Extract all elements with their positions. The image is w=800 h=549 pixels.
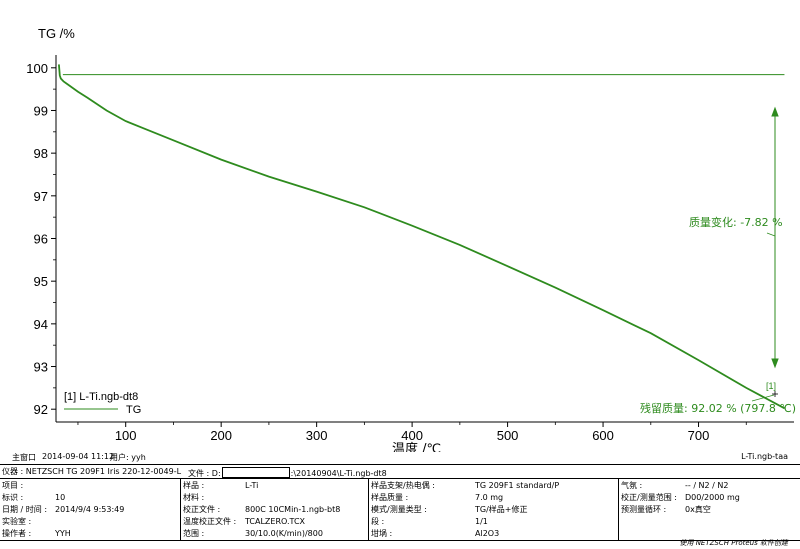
y-ticks: 92 93 94 95 96 97 98 99 100 <box>26 61 56 417</box>
y-tick-label: 100 <box>26 61 48 76</box>
residual-marker <box>772 391 778 397</box>
meta-value: TCALZERO.TCX <box>245 517 306 526</box>
info-file-tag: L-Ti.ngb-taa <box>741 452 788 461</box>
meta-header-divider <box>0 478 800 479</box>
meta-value: 800C 10CMin-1.ngb-bt8 <box>245 505 341 514</box>
x-tick-label: 600 <box>592 428 614 443</box>
info-window-label: 主窗口 <box>12 453 36 462</box>
y-tick-label: 96 <box>34 232 48 247</box>
meta-label: 范围 : <box>183 529 205 538</box>
residual-mass-annotation: 残留质量: 92.02 % (797.8 ℃) <box>640 401 796 415</box>
series-line-tg <box>58 64 785 410</box>
meta-value: TG/样品+修正 <box>475 505 528 514</box>
instrument-label: 仪器 : NETZSCH TG 209F1 Iris 220-12-0049-L <box>2 467 182 476</box>
x-tick-label: 400 <box>401 428 423 443</box>
y-axis-label: TG /% <box>38 26 75 41</box>
meta-label: 校正/测量范围 : <box>621 493 677 502</box>
meta-label: 操作者 : <box>2 529 32 538</box>
meta-label: 样品质量 : <box>371 493 409 502</box>
tg-chart: TG /% 92 93 94 95 96 97 98 99 100 100 200 300 400 50… <box>26 26 796 452</box>
file-path: :\20140904\L-Ti.ngb-dt8 <box>290 469 387 478</box>
meta-label: 标识 : <box>2 493 24 502</box>
mass-change-annotation: 质量变化: -7.82 % <box>689 215 783 229</box>
y-tick-label: 98 <box>34 146 48 161</box>
meta-value: TG 209F1 standard/P <box>475 481 560 490</box>
curve-marker-label: [1] <box>766 381 776 391</box>
meta-value: Al2O3 <box>475 529 500 538</box>
legend-entry-tg: TG <box>126 404 141 416</box>
x-tick-label: 500 <box>497 428 519 443</box>
meta-value: 0x真空 <box>685 505 711 514</box>
meta-label: 材料 : <box>183 493 205 502</box>
meta-label: 预测量循环 : <box>621 505 667 514</box>
col-divider-3 <box>618 478 619 540</box>
col-divider-2 <box>368 478 369 540</box>
mass-change-arrow <box>766 106 779 369</box>
meta-label: 日期 / 时间 : <box>2 505 48 514</box>
meta-label: 模式/测量类型 : <box>371 505 427 514</box>
y-tick-label: 94 <box>34 317 48 332</box>
y-tick-label: 92 <box>34 402 48 417</box>
x-axis-label: 温度 /℃ <box>392 441 441 452</box>
meta-value: 2014/9/4 9:53:49 <box>55 505 125 514</box>
y-tick-label: 95 <box>34 274 48 289</box>
x-ticks: 100 200 300 400 500 600 700 <box>77 422 747 443</box>
redacted-path-box <box>221 467 290 478</box>
meta-label: 气氛 : <box>621 481 643 490</box>
y-tick-label: 97 <box>34 189 48 204</box>
meta-value: L-Ti <box>245 481 259 490</box>
y-tick-label: 93 <box>34 360 48 375</box>
legend-title: [1] L-Ti.ngb-dt8 <box>64 391 138 403</box>
meta-value: YYH <box>55 529 71 538</box>
metadata-table: 仪器 : NETZSCH TG 209F1 Iris 220-12-0049-L… <box>0 464 800 549</box>
meta-value: 1/1 <box>475 517 488 526</box>
meta-value: D00/2000 mg <box>685 493 740 502</box>
meta-value: 30/10.0(K/min)/800 <box>245 529 323 538</box>
meta-top-border <box>0 464 800 465</box>
info-datetime: 2014-09-04 11:12 <box>42 452 115 461</box>
x-tick-label: 700 <box>688 428 710 443</box>
meta-bottom-border <box>0 540 800 541</box>
residual-leader <box>751 394 775 402</box>
meta-label: 校正文件 : <box>183 505 221 514</box>
meta-label: 项目 : <box>2 481 24 490</box>
file-label: 文件 : D: <box>188 469 221 478</box>
axes <box>55 55 794 423</box>
meta-label: 坩埚 : <box>371 529 393 538</box>
y-tick-label: 99 <box>34 103 48 118</box>
meta-label: 段 : <box>371 517 385 526</box>
col-divider-1 <box>180 478 181 540</box>
meta-label: 样品支架/热电偶 : <box>371 481 435 490</box>
software-credit: 使用 NETZSCH Proteus 软件创建 <box>679 539 788 547</box>
meta-value: 7.0 mg <box>475 493 504 502</box>
meta-value: -- / N2 / N2 <box>685 481 729 490</box>
file-field: 文件 : D: :\20140904\L-Ti.ngb-dt8 <box>188 467 387 479</box>
info-user: 用户: yyh <box>110 453 146 462</box>
meta-value: 10 <box>55 493 66 502</box>
x-tick-label: 200 <box>210 428 232 443</box>
x-tick-label: 300 <box>306 428 328 443</box>
meta-label: 温度校正文件 : <box>183 517 237 526</box>
meta-label: 实验室 : <box>2 517 32 526</box>
meta-label: 样品 : <box>183 481 205 490</box>
x-tick-label: 100 <box>115 428 137 443</box>
